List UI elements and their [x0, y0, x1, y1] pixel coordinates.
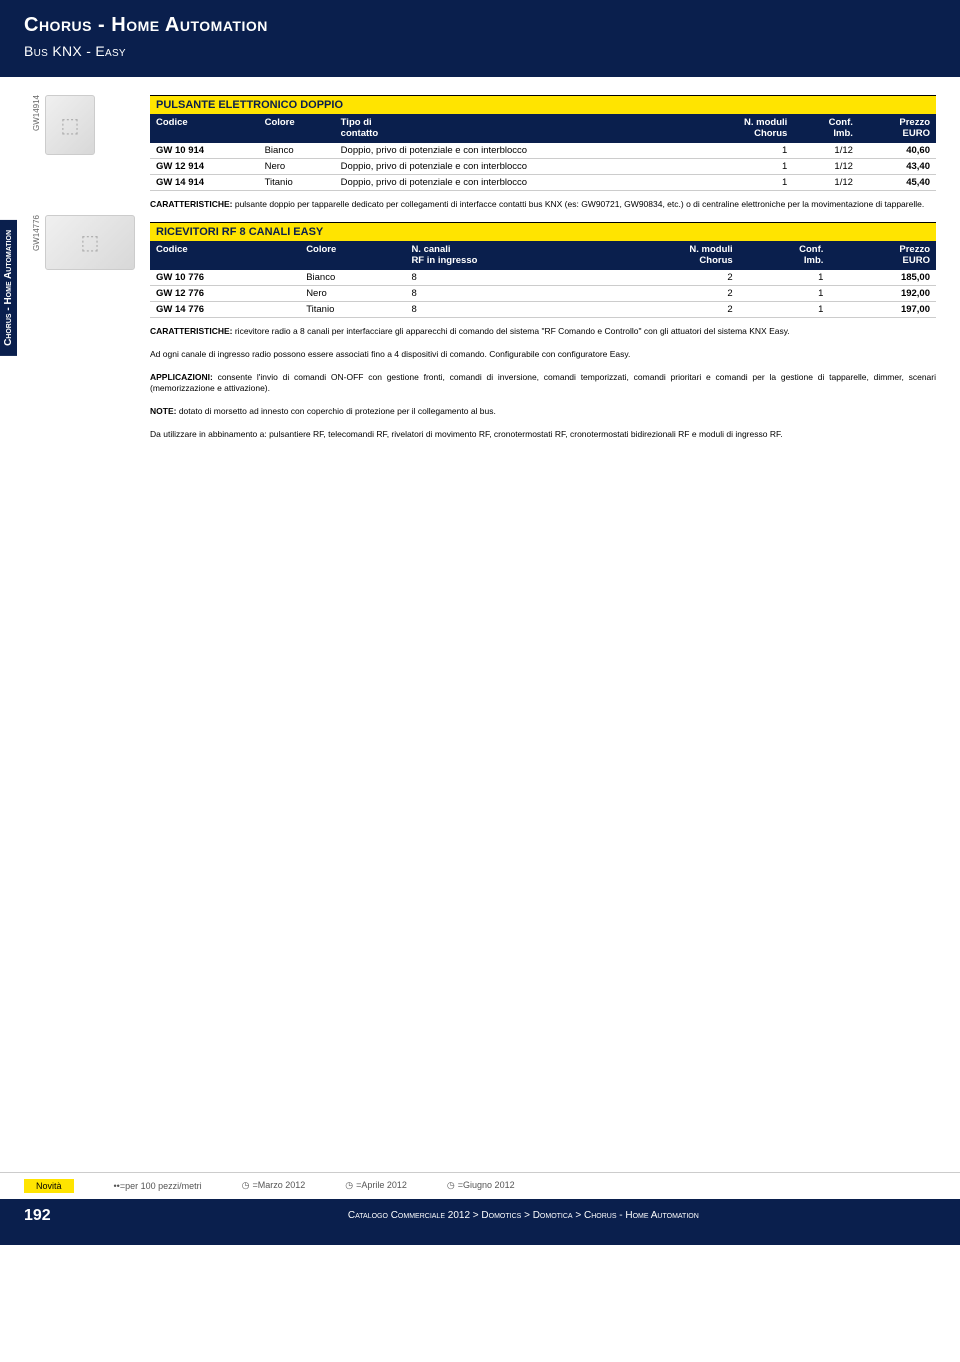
table-header: Colore	[300, 241, 405, 270]
table-header: PrezzoEURO	[859, 114, 936, 143]
table-row: GW 12 776Nero821192,00	[150, 285, 936, 301]
page-footer: 192 Catalogo Commerciale 2012 > Domotics…	[0, 1199, 960, 1245]
note-paragraph: APPLICAZIONI: consente l'invio di comand…	[150, 372, 936, 394]
breadcrumb: Catalogo Commerciale 2012 > Domotics > D…	[111, 1210, 936, 1221]
section-title: RICEVITORI RF 8 CANALI EASY	[150, 222, 936, 241]
table-row: GW 14 914TitanioDoppio, privo di potenzi…	[150, 174, 936, 190]
table-cell: 1/12	[793, 174, 859, 190]
side-tab: Chorus - Home Automation	[0, 220, 17, 356]
page-number: 192	[24, 1207, 51, 1225]
table-cell: 2	[600, 301, 738, 317]
table-row: GW 14 776Titanio821197,00	[150, 301, 936, 317]
thumbnail-image: ⬚	[45, 95, 95, 155]
table-cell: Titanio	[259, 174, 335, 190]
table-header: Conf.Imb.	[739, 241, 830, 270]
thumbnail-row: GW14914 ⬚	[32, 95, 150, 155]
table-header: Colore	[259, 114, 335, 143]
table-cell: 8	[405, 270, 600, 286]
legend-per100: ••=per 100 pezzi/metri	[114, 1181, 202, 1191]
table-cell: 43,40	[859, 158, 936, 174]
header-subtitle: Bus KNX - Easy	[24, 43, 936, 59]
table-cell: Doppio, privo di potenziale e con interb…	[335, 174, 694, 190]
table-cell: 1	[693, 158, 793, 174]
table-cell: Doppio, privo di potenziale e con interb…	[335, 158, 694, 174]
table-cell: 192,00	[829, 285, 936, 301]
table-row: GW 10 914BiancoDoppio, privo di potenzia…	[150, 143, 936, 159]
table-cell: GW 12 914	[150, 158, 259, 174]
content-area: GW14914 ⬚ GW14776 ⬚ PULSANTE ELETTRONICO DO…	[0, 77, 960, 452]
table-cell: 8	[405, 301, 600, 317]
table-cell: 197,00	[829, 301, 936, 317]
table-header: Tipo dicontatto	[335, 114, 694, 143]
thumbnail-row: GW14776 ⬚	[32, 215, 150, 270]
table-cell: 1	[693, 143, 793, 159]
table-cell: 1	[739, 301, 830, 317]
thumbnail-column: GW14914 ⬚ GW14776 ⬚	[0, 95, 150, 452]
header-title: Chorus - Home Automation	[24, 14, 936, 37]
table-cell: 1	[693, 174, 793, 190]
table-cell: Titanio	[300, 301, 405, 317]
novita-badge: Novità	[24, 1179, 74, 1193]
product-table: CodiceColoreN. canaliRF in ingressoN. mo…	[150, 241, 936, 318]
section-title: PULSANTE ELETTRONICO DOPPIO	[150, 95, 936, 114]
table-cell: 1/12	[793, 158, 859, 174]
table-cell: 1	[739, 285, 830, 301]
footer-legend: Novità ••=per 100 pezzi/metri =Marzo 201…	[0, 1172, 960, 1199]
table-cell: 2	[600, 285, 738, 301]
table-cell: Nero	[259, 158, 335, 174]
table-cell: GW 10 914	[150, 143, 259, 159]
table-header: N. moduliChorus	[693, 114, 793, 143]
table-cell: Bianco	[259, 143, 335, 159]
table-header: Conf.Imb.	[793, 114, 859, 143]
thumbnail-image: ⬚	[45, 215, 135, 270]
note-paragraph: NOTE: dotato di morsetto ad innesto con …	[150, 406, 936, 417]
table-header: N. moduliChorus	[600, 241, 738, 270]
table-cell: Bianco	[300, 270, 405, 286]
table-cell: GW 10 776	[150, 270, 300, 286]
table-header: Codice	[150, 241, 300, 270]
note-paragraph: Ad ogni canale di ingresso radio possono…	[150, 349, 936, 360]
note-paragraph: Da utilizzare in abbinamento a: pulsanti…	[150, 429, 936, 440]
table-row: GW 12 914NeroDoppio, privo di potenziale…	[150, 158, 936, 174]
table-cell: Doppio, privo di potenziale e con interb…	[335, 143, 694, 159]
note-paragraph: CARATTERISTICHE: pulsante doppio per tap…	[150, 199, 936, 210]
table-cell: 2	[600, 270, 738, 286]
table-cell: Nero	[300, 285, 405, 301]
table-cell: GW 12 776	[150, 285, 300, 301]
legend-date-2: =Giugno 2012	[447, 1180, 515, 1191]
table-cell: 40,60	[859, 143, 936, 159]
table-cell: 185,00	[829, 270, 936, 286]
thumbnail-label: GW14914	[32, 95, 41, 137]
table-header: N. canaliRF in ingresso	[405, 241, 600, 270]
legend-date-1: =Aprile 2012	[345, 1180, 407, 1191]
legend-date-0: =Marzo 2012	[242, 1180, 306, 1191]
table-header: Codice	[150, 114, 259, 143]
table-row: GW 10 776Bianco821185,00	[150, 270, 936, 286]
page-header: Chorus - Home Automation Bus KNX - Easy	[0, 0, 960, 77]
table-cell: GW 14 914	[150, 174, 259, 190]
note-paragraph: CARATTERISTICHE: ricevitore radio a 8 ca…	[150, 326, 936, 337]
table-cell: 1	[739, 270, 830, 286]
table-cell: GW 14 776	[150, 301, 300, 317]
table-cell: 1/12	[793, 143, 859, 159]
thumbnail-label: GW14776	[32, 215, 41, 257]
product-table: CodiceColoreTipo dicontattoN. moduliChor…	[150, 114, 936, 191]
tables-column: PULSANTE ELETTRONICO DOPPIOCodiceColoreT…	[150, 95, 936, 452]
table-cell: 8	[405, 285, 600, 301]
table-header: PrezzoEURO	[829, 241, 936, 270]
table-cell: 45,40	[859, 174, 936, 190]
